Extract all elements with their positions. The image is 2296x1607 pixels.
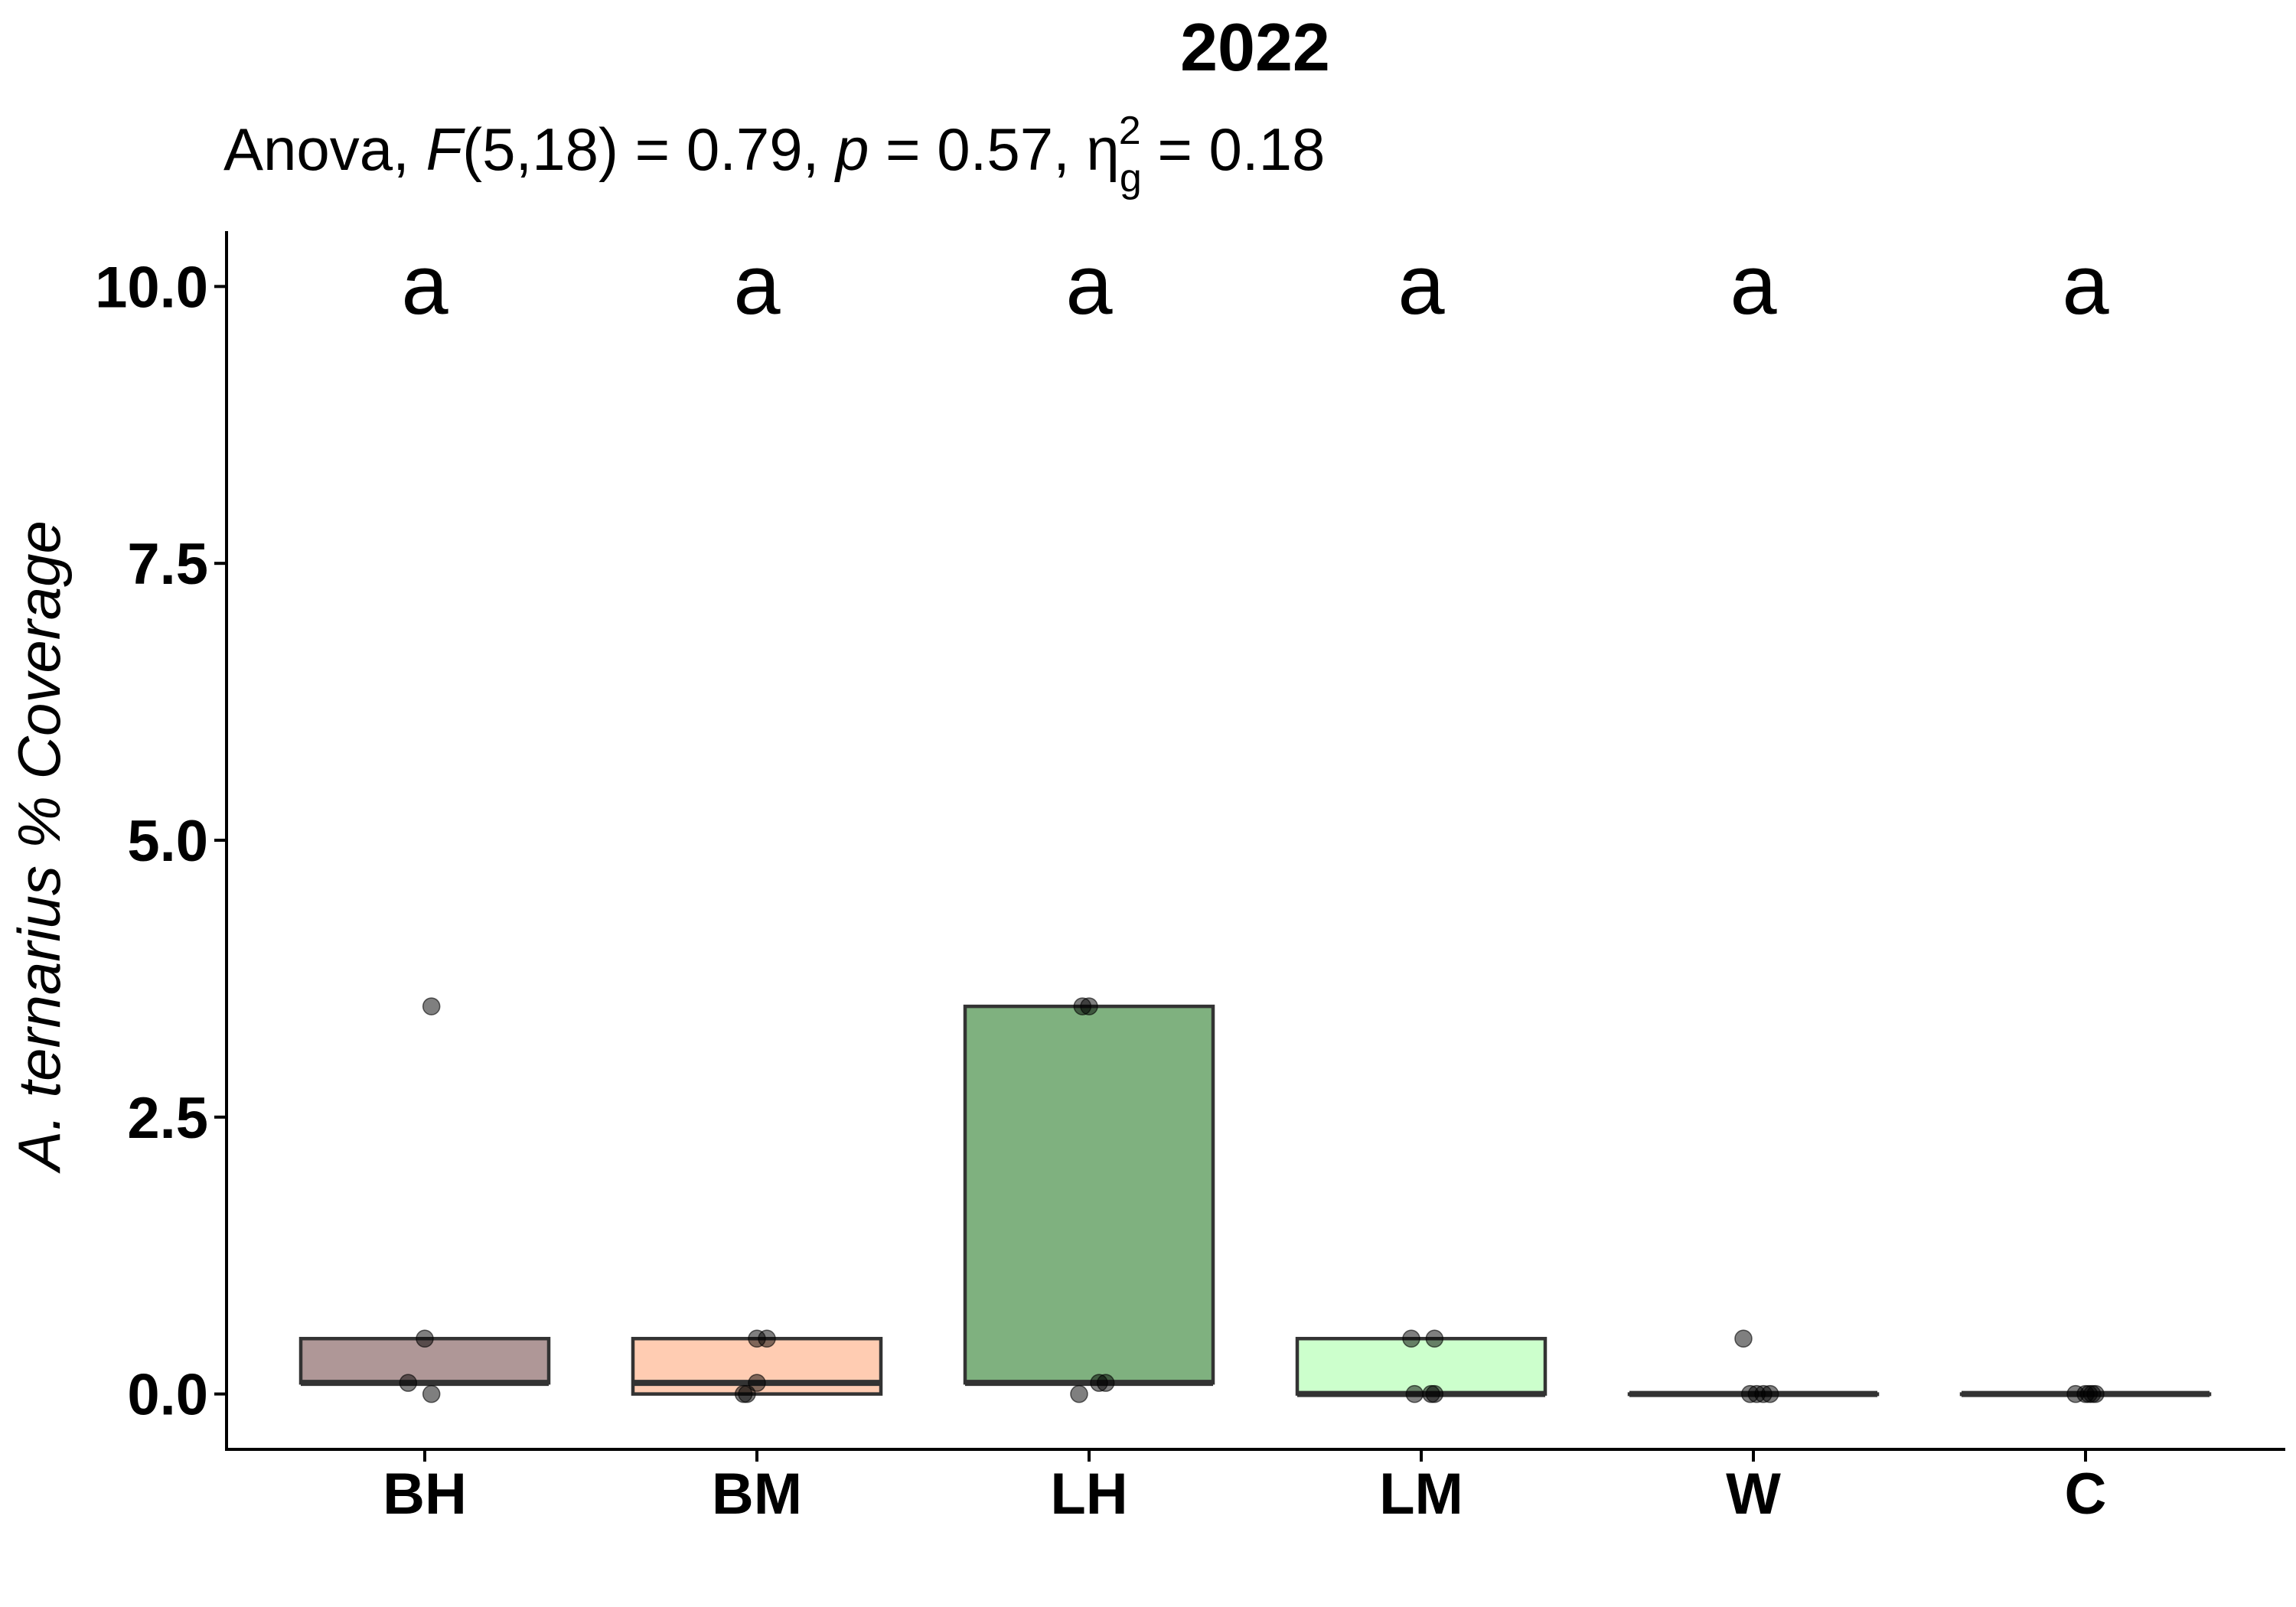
x-tick-label: BM xyxy=(712,1462,802,1527)
subtitle-test: Anova, xyxy=(223,116,426,183)
x-tick-label: C xyxy=(2065,1462,2107,1527)
subtitle-stat: F xyxy=(426,116,466,183)
data-point xyxy=(1080,997,1098,1015)
data-point xyxy=(399,1374,418,1392)
y-tick-label: 5.0 xyxy=(127,809,208,874)
subtitle-effect: η xyxy=(1086,116,1119,183)
data-point xyxy=(738,1384,756,1403)
data-point xyxy=(1096,1374,1115,1392)
data-point xyxy=(1425,1384,1444,1403)
data-point xyxy=(2086,1384,2105,1403)
chart-subtitle: Anova, F(5,18) = 0.79, p = 0.57, ηg2 = 0… xyxy=(223,109,1325,200)
y-tick-label: 7.5 xyxy=(127,532,208,597)
data-point xyxy=(1760,1384,1779,1403)
subtitle-df: (5,18) = 0.79, xyxy=(462,116,836,183)
significance-letter: a xyxy=(1397,238,1445,332)
data-point xyxy=(422,1384,441,1403)
subtitle-p-value: = 0.57, xyxy=(869,116,1086,183)
x-tick-label: LH xyxy=(1050,1462,1127,1527)
y-tick-label: 2.5 xyxy=(127,1086,208,1151)
data-point xyxy=(416,1329,434,1348)
data-point xyxy=(1070,1384,1088,1403)
data-point xyxy=(758,1329,776,1348)
y-tick-label: 10.0 xyxy=(95,255,208,320)
box-LH xyxy=(963,1004,1215,1385)
significance-letter: a xyxy=(2062,238,2109,332)
data-point xyxy=(1425,1329,1444,1348)
subtitle-effect-sub: g xyxy=(1120,156,1142,200)
significance-letter: a xyxy=(1065,238,1113,332)
y-tick-label: 0.0 xyxy=(127,1363,208,1428)
significance-letter: a xyxy=(733,238,781,332)
data-point xyxy=(422,997,441,1015)
subtitle-p-label: p xyxy=(834,116,869,183)
x-tick-label: W xyxy=(1726,1462,1781,1527)
chart-title: 2022 xyxy=(1180,9,1330,85)
data-point xyxy=(1402,1329,1420,1348)
box-LM xyxy=(1295,1337,1548,1396)
x-tick-label: BH xyxy=(383,1462,467,1527)
y-axis-label: A. ternarius % Coverage xyxy=(5,520,73,1174)
significance-letter: a xyxy=(401,238,448,332)
x-tick-label: LM xyxy=(1379,1462,1463,1527)
subtitle-effect-value: = 0.18 xyxy=(1141,116,1326,183)
data-point xyxy=(1734,1329,1753,1348)
significance-letter: a xyxy=(1730,238,1777,332)
subtitle-effect-sup: 2 xyxy=(1119,109,1141,153)
data-point xyxy=(1405,1384,1424,1403)
